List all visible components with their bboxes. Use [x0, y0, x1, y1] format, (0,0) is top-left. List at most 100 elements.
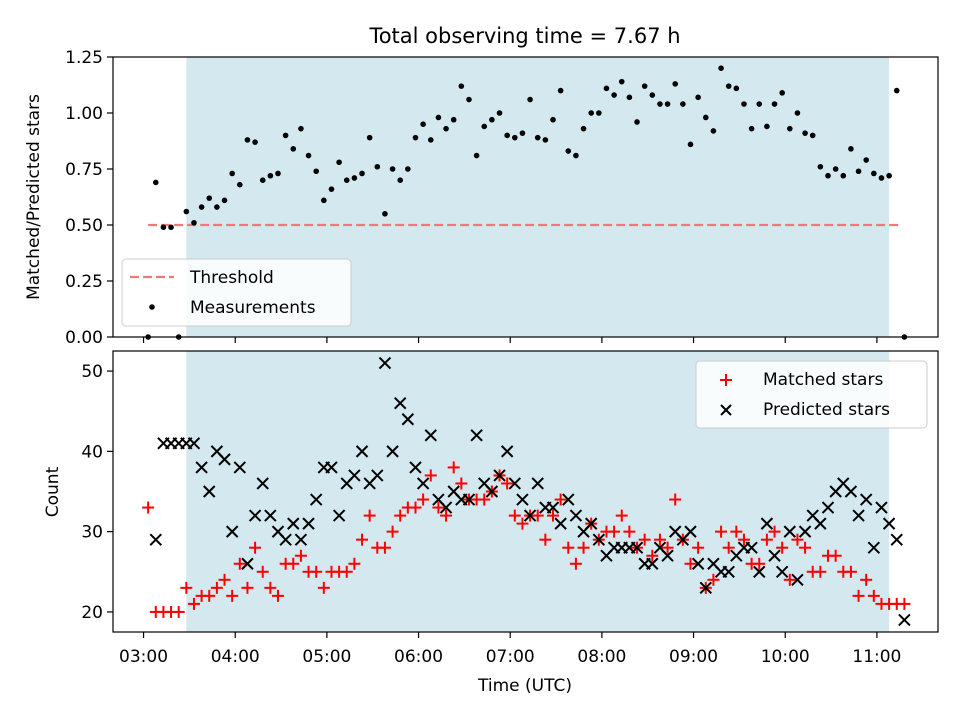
- matched-star-point: [363, 509, 376, 522]
- measurement-point: [557, 87, 564, 94]
- predicted-star-point: [630, 541, 644, 554]
- measurement-point: [657, 101, 663, 107]
- matched-star-point: [707, 573, 720, 586]
- matched-star-point: [432, 501, 445, 514]
- bottom-legend-box: [695, 360, 928, 429]
- measurement-point: [290, 146, 297, 152]
- matched-star-point: [799, 541, 812, 554]
- measurement-point: [229, 170, 235, 177]
- matched-star-point: [646, 549, 659, 562]
- measurement-point: [412, 134, 419, 141]
- predicted-star-point: [821, 501, 835, 514]
- matched-star-point: [294, 549, 307, 562]
- measurement-point: [534, 134, 541, 141]
- measurement-point: [611, 92, 617, 98]
- predicted-star-point: [462, 493, 476, 506]
- bottom-x-axis-ticks: 03:00 04:00 05:00 06:00 07:00 08:00 09:00 10:00…: [119, 632, 901, 667]
- matched-star-point: [653, 533, 666, 546]
- measurement-point: [893, 87, 900, 94]
- measurement-point: [626, 94, 633, 101]
- matched-star-point: [340, 565, 353, 578]
- measurement-point: [183, 208, 190, 215]
- matched-star-point: [638, 533, 651, 546]
- top-y-tick-label: 0.25: [65, 272, 103, 292]
- measurement-point: [389, 166, 396, 172]
- predicted-star-point: [470, 429, 483, 442]
- measurement-point: [725, 83, 732, 89]
- measurement-point: [550, 116, 556, 123]
- matched-star-point: [669, 493, 682, 506]
- matched-star-point: [608, 525, 621, 538]
- measurement-point: [321, 197, 327, 204]
- matched-star-point: [203, 589, 216, 602]
- top-y-axis-ticks: 0.00 0.25 0.50 0.75 1.00 1.25: [65, 48, 113, 348]
- matched-star-point: [615, 509, 628, 522]
- measurement-point: [664, 101, 671, 107]
- measurement-point: [519, 130, 526, 136]
- predicted-star-point: [248, 509, 262, 522]
- matched-star-point: [814, 565, 827, 578]
- predicted-star-point: [722, 565, 735, 578]
- measurement-point: [420, 121, 426, 127]
- predicted-star-point: [523, 509, 537, 522]
- matched-star-point: [508, 509, 521, 522]
- measurement-point: [702, 114, 709, 121]
- measurement-point: [680, 101, 686, 107]
- predicted-star-point: [508, 477, 522, 490]
- top-x-axis-ticks: [142, 337, 878, 343]
- predicted-star-point: [287, 517, 300, 530]
- legend-predicted-swatch: [720, 404, 732, 416]
- measurement-point: [160, 224, 167, 231]
- measurement-point: [756, 101, 763, 107]
- matched-star-point: [562, 541, 575, 554]
- predicted-star-point: [500, 445, 514, 458]
- predicted-star-point: [195, 461, 208, 474]
- predicted-star-point: [149, 533, 162, 546]
- predicted-star-point: [745, 541, 758, 554]
- matched-star-point: [501, 477, 514, 490]
- measurement-point: [565, 148, 572, 154]
- measurement-point: [275, 170, 281, 177]
- predicted-star-point: [592, 533, 606, 546]
- measurement-point: [366, 134, 373, 141]
- predicted-star-point: [646, 557, 659, 570]
- matched-star-point: [692, 541, 705, 554]
- measurement-point: [374, 163, 381, 170]
- predicted-star-point: [241, 557, 254, 570]
- predicted-star-point: [264, 509, 277, 522]
- measurement-point: [443, 125, 449, 132]
- legend-predicted-label: Predicted stars: [763, 400, 890, 420]
- predicted-star-point: [890, 533, 903, 546]
- matched-star-point: [287, 557, 300, 570]
- predicted-star-point: [760, 517, 774, 530]
- top-y-tick-label: 0.00: [65, 328, 103, 348]
- measurement-point: [435, 114, 442, 121]
- predicted-star-point: [844, 485, 858, 498]
- predicted-star-point: [371, 469, 384, 482]
- predicted-stars-points: [149, 356, 911, 627]
- measurement-point: [282, 132, 289, 139]
- measurement-point: [466, 96, 472, 103]
- matched-star-point: [447, 461, 460, 474]
- measurement-point: [450, 116, 457, 123]
- matched-star-point: [898, 597, 911, 610]
- measurement-point: [863, 157, 869, 163]
- predicted-star-point: [584, 517, 598, 530]
- measurement-point: [634, 119, 640, 125]
- bottom-y-tick-label: 20: [81, 603, 103, 623]
- measurement-point: [741, 101, 747, 107]
- matched-star-point: [180, 581, 193, 594]
- matched-star-point: [317, 581, 330, 594]
- predicted-star-point: [775, 565, 789, 578]
- x-tick-label: 07:00: [486, 647, 535, 667]
- measurement-point: [871, 170, 877, 177]
- matched-star-point: [829, 549, 842, 562]
- measurement-point: [832, 166, 839, 172]
- measurement-point: [787, 125, 793, 132]
- measurement-point: [718, 65, 724, 71]
- predicted-star-point: [485, 485, 499, 498]
- measurement-point: [542, 137, 549, 143]
- predicted-star-point: [302, 517, 315, 530]
- measurement-point: [618, 78, 625, 85]
